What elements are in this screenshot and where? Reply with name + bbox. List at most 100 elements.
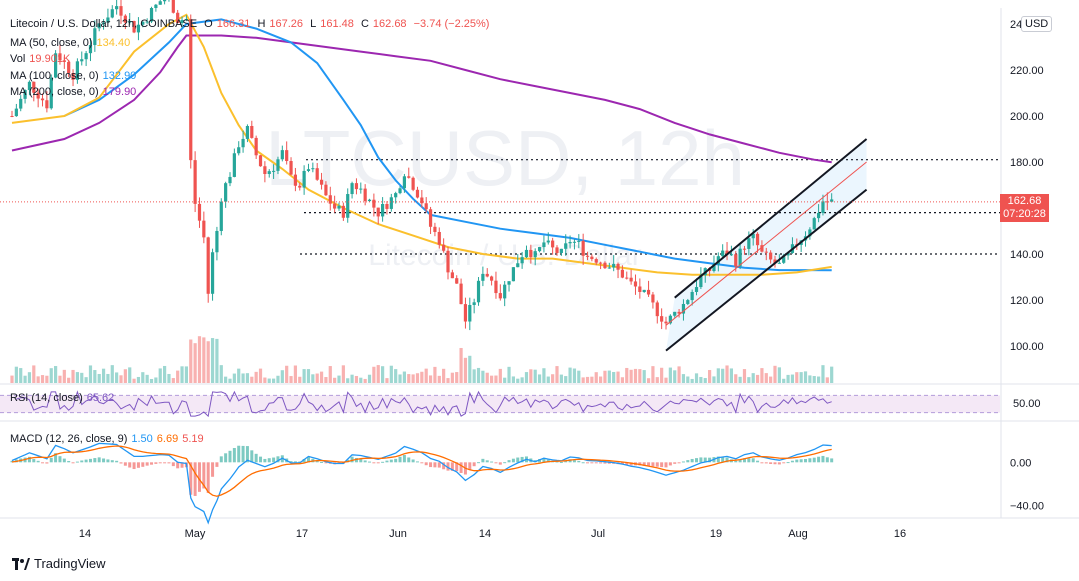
candle-body xyxy=(594,259,598,263)
ma200-value: 179.90 xyxy=(102,86,137,98)
macd-histogram-bar xyxy=(690,458,694,463)
volume-bar xyxy=(341,365,345,383)
time-axis[interactable]: 14 May 17 Jun 14 Jul 19 Aug 16 xyxy=(79,528,906,540)
price-axis-tick: 120.00 xyxy=(1010,295,1044,307)
volume-bar xyxy=(555,366,559,383)
macd-axis: 0.00 −40.00 xyxy=(1010,457,1044,512)
volume-bar xyxy=(494,375,498,383)
macd-histogram-bar xyxy=(437,462,441,468)
ma200-line xyxy=(11,34,832,164)
macd-histogram-bar xyxy=(507,460,511,463)
candle-body xyxy=(328,195,332,204)
volume-bar xyxy=(215,338,219,383)
candle-body xyxy=(106,17,110,23)
volume-bar xyxy=(681,374,686,383)
macd-histogram-bar xyxy=(298,461,302,463)
volume-bar xyxy=(306,369,311,383)
candle-body xyxy=(346,194,350,218)
volume-bar xyxy=(646,378,651,383)
volume-bar xyxy=(668,367,672,383)
volume-bar xyxy=(149,378,154,383)
macd-histogram-bar xyxy=(132,462,136,470)
candle-body xyxy=(472,302,476,305)
macd-histogram-bar xyxy=(363,460,367,463)
volume-bar xyxy=(367,374,372,383)
candle-body xyxy=(32,81,36,93)
macd-histogram-bar xyxy=(315,460,319,463)
volume-bar xyxy=(381,366,385,383)
volume-bar xyxy=(101,368,106,383)
volume-bar xyxy=(394,369,398,383)
volume-bar xyxy=(128,367,132,383)
volume-bar xyxy=(817,376,821,383)
macd-histogram-bar xyxy=(306,456,310,463)
volume-bar xyxy=(115,372,119,383)
candle-body xyxy=(463,304,468,322)
channel-fill xyxy=(666,139,867,351)
macd-histogram-bar xyxy=(93,458,97,463)
candle-body xyxy=(747,238,751,249)
candle-body xyxy=(115,6,119,10)
candle-body xyxy=(721,250,725,257)
candle-body xyxy=(808,229,812,237)
volume-bar xyxy=(197,336,202,383)
macd-histogram-bar xyxy=(708,457,712,463)
macd-histogram-bar xyxy=(193,462,197,496)
volume-bar xyxy=(289,376,293,383)
candle-body xyxy=(755,233,760,246)
macd-histogram-bar xyxy=(808,458,812,463)
channel-lines[interactable] xyxy=(665,138,868,352)
macd-histogram-bar xyxy=(381,461,385,463)
macd-histogram-bar xyxy=(293,461,297,463)
volume-legend[interactable]: Vol 19.901K xyxy=(10,51,74,67)
candle-body xyxy=(280,150,284,160)
candle-body xyxy=(10,116,14,117)
candle-body xyxy=(825,201,829,203)
macd-histogram-bar xyxy=(206,462,210,493)
price-axis[interactable]: 24220.00200.00180.00160.00140.00120.0010… xyxy=(1010,19,1044,353)
macd-histogram-bar xyxy=(145,462,149,466)
volume-bar xyxy=(694,373,699,383)
macd-legend[interactable]: MACD (12, 26, close, 9) 1.50 6.69 5.19 xyxy=(10,431,208,447)
volume-bar xyxy=(141,372,145,383)
volume-bar xyxy=(302,369,306,383)
ma200-label: MA (200, close, 0) xyxy=(10,86,99,98)
volume-bar xyxy=(594,372,598,383)
volume-bar xyxy=(71,369,75,383)
rsi-legend[interactable]: RSI (14, close) 65.62 xyxy=(10,390,118,406)
candle-body xyxy=(577,240,581,242)
candle-body xyxy=(625,277,629,279)
ma200-legend[interactable]: MA (200, close, 0) 179.90 xyxy=(10,84,140,100)
macd-histogram-bar xyxy=(642,462,646,466)
macd-histogram-bar xyxy=(472,462,476,467)
macd-histogram-bar xyxy=(141,462,145,467)
candle-body xyxy=(254,137,258,156)
volume-bar xyxy=(19,368,23,383)
volume-bar xyxy=(607,370,611,383)
macd-histogram-bar xyxy=(41,462,45,464)
candle-body xyxy=(171,0,175,13)
volume-bar xyxy=(559,374,563,383)
volume-bar xyxy=(184,366,188,383)
symbol-title[interactable]: Litecoin / U.S. Dollar, 12h, COINBASE xyxy=(10,18,198,30)
candle-body xyxy=(119,6,123,16)
candle-body xyxy=(651,294,655,303)
tradingview-logo[interactable]: TradingView xyxy=(12,556,106,571)
ma50-legend[interactable]: MA (50, close, 0) 134.40 xyxy=(10,35,134,51)
candle-body xyxy=(686,300,690,304)
candle-body xyxy=(769,252,773,260)
macd-histogram-bar xyxy=(734,460,738,463)
currency-button[interactable]: USD xyxy=(1021,16,1053,32)
candle-body xyxy=(542,242,546,248)
volume-bar xyxy=(167,373,171,383)
candle-body xyxy=(110,9,114,18)
channel-median-line xyxy=(665,161,867,326)
volume-bar xyxy=(524,372,529,383)
volume-bar xyxy=(738,376,742,383)
candle-body xyxy=(612,263,616,268)
volume-bar xyxy=(311,374,315,383)
volume-bar xyxy=(389,365,393,383)
macd-histogram-bar xyxy=(407,457,411,463)
ma100-legend[interactable]: MA (100, close, 0) 132.90 xyxy=(10,68,140,84)
